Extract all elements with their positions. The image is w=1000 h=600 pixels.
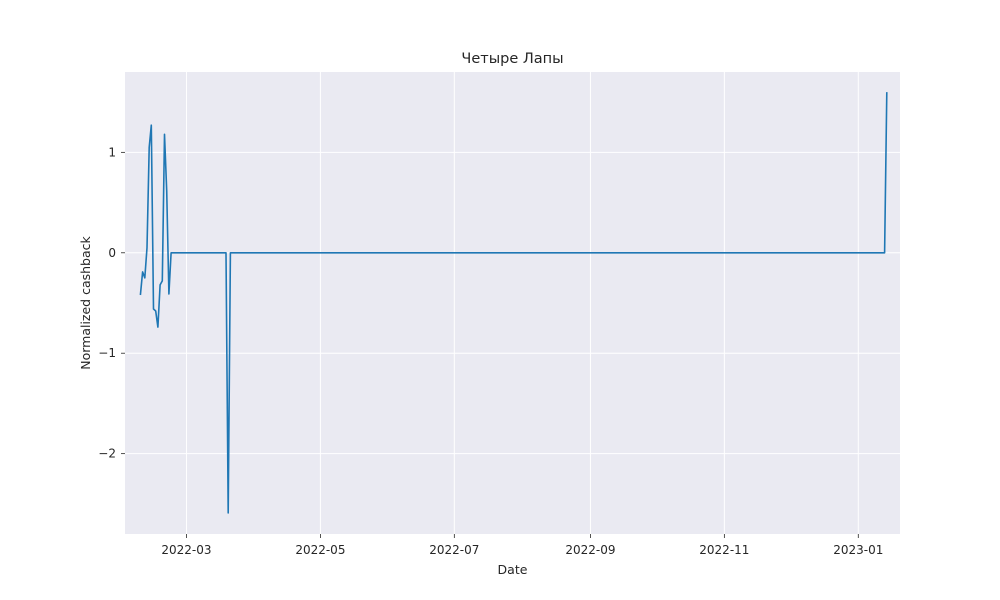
x-tick-label: 2022-11 (699, 543, 749, 557)
x-tick-label: 2022-07 (429, 543, 479, 557)
series-line (139, 92, 888, 514)
y-tick-label: −1 (98, 346, 116, 360)
grid-lines (125, 72, 900, 534)
series-layer (139, 92, 888, 514)
y-axis-ticks: 1 0 −1 −2 (98, 145, 125, 461)
x-axis-label: Date (498, 562, 528, 577)
x-tick-label: 2022-03 (161, 543, 211, 557)
y-tick-label: 0 (108, 246, 116, 260)
y-tick-label: 1 (108, 145, 116, 159)
y-axis-label: Normalized cashback (78, 235, 93, 369)
plot-area (125, 72, 900, 534)
x-tick-label: 2022-09 (565, 543, 615, 557)
chart-title: Четыре Лапы (461, 51, 563, 67)
x-tick-label: 2023-01 (833, 543, 883, 557)
x-axis-ticks: 2022-03 2022-05 2022-07 2022-09 2022-11 2023-… (161, 534, 883, 557)
x-tick-label: 2022-05 (295, 543, 345, 557)
y-tick-label: −2 (98, 447, 116, 461)
